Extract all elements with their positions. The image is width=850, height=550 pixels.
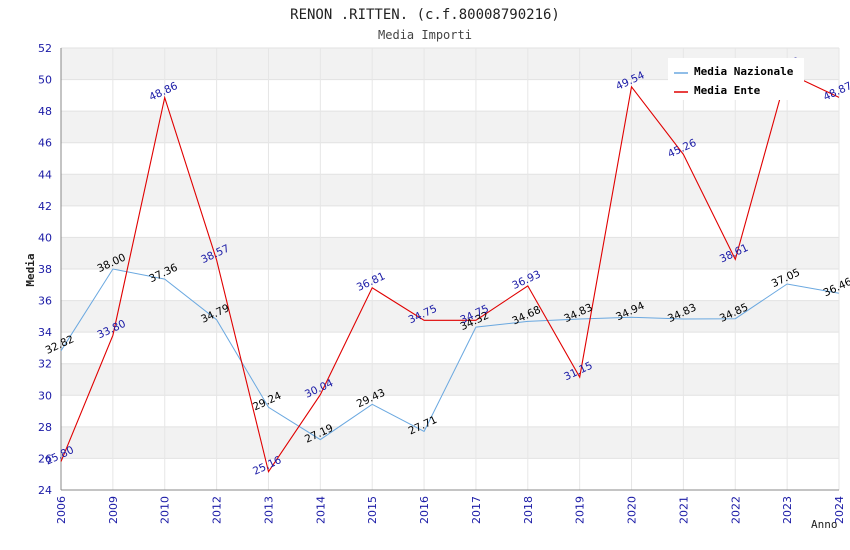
x-tick-label: 2022: [729, 496, 742, 524]
x-tick-label: 2014: [314, 496, 327, 524]
x-axis-label: Anno: [811, 518, 838, 531]
y-tick-label: 30: [38, 389, 52, 402]
chart-subtitle: Media Importi: [378, 28, 472, 42]
y-tick-label: 44: [38, 168, 52, 181]
x-tick-label: 2016: [418, 496, 431, 524]
x-tick-label: 2018: [522, 496, 535, 524]
legend: Media Nazionale Media Ente: [668, 58, 804, 100]
y-axis-label: Media: [24, 253, 37, 286]
chart-title: RENON .RITTEN. (c.f.80008790216): [290, 7, 560, 23]
x-tick-label: 2010: [159, 496, 172, 524]
y-tick-label: 26: [38, 452, 52, 465]
x-tick-label: 2024: [833, 496, 846, 524]
y-tick-labels: 24 26 28 30 32 34 36 38 40 42 44 46 48 50 52: [38, 42, 52, 497]
y-tick-label: 32: [38, 358, 52, 371]
legend-box: [668, 58, 804, 100]
grid-band: [61, 300, 839, 333]
grid-bands: [61, 48, 839, 490]
grid-band: [61, 174, 839, 206]
x-tick-label: 2006: [55, 496, 68, 524]
x-tick-labels: 2006 2009 2010 2012 2013 2014 2015 2016 2017 2018…: [55, 496, 846, 524]
y-tick-label: 52: [38, 42, 52, 55]
x-tick-label: 2009: [107, 496, 120, 524]
grid-band: [61, 205, 839, 238]
y-tick-label: 36: [38, 295, 52, 308]
y-tick-label: 40: [38, 231, 52, 244]
grid-band: [61, 237, 839, 269]
x-tick-label: 2012: [211, 496, 224, 524]
legend-label-nazionale: Media Nazionale: [694, 65, 794, 78]
legend-label-ente: Media Ente: [694, 84, 761, 97]
series-lines: [60, 72, 840, 474]
y-tick-label: 50: [38, 74, 52, 87]
x-tick-label: 2019: [574, 496, 587, 524]
grid-band: [61, 142, 839, 175]
grid-band: [61, 269, 839, 301]
grid-band: [61, 332, 839, 364]
series-line-nazionale: [60, 268, 840, 441]
y-tick-label: 38: [38, 263, 52, 276]
y-tick-label: 28: [38, 421, 52, 434]
x-tick-label: 2021: [677, 496, 690, 524]
y-tick-label: 46: [38, 137, 52, 150]
x-tick-label: 2017: [470, 496, 483, 524]
y-tick-label: 48: [38, 105, 52, 118]
x-tick-label: 2020: [626, 496, 639, 524]
x-tick-label: 2023: [781, 496, 794, 524]
grid-band: [61, 111, 839, 143]
series-line-ente: [60, 72, 840, 474]
grid-band: [61, 458, 839, 490]
y-tick-label: 34: [38, 326, 52, 339]
x-tick-label: 2013: [262, 496, 275, 524]
grid-band: [61, 426, 839, 459]
grid-lines: [60, 47, 840, 491]
x-tick-label: 2015: [366, 496, 379, 524]
y-tick-label: 24: [38, 484, 52, 497]
y-tick-label: 42: [38, 200, 52, 213]
grid-band: [61, 395, 839, 427]
